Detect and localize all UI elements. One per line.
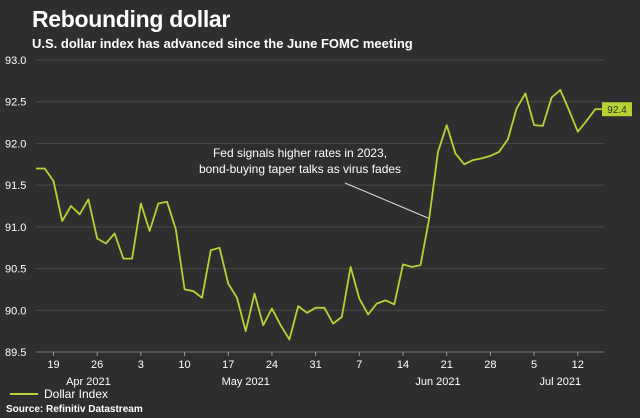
- x-tick-label: 10: [178, 359, 190, 371]
- end-value-box: [602, 102, 632, 117]
- y-tick-label: 92.0: [5, 138, 26, 150]
- y-tick-label: 90.0: [5, 305, 26, 317]
- y-tick-label: 93.0: [5, 55, 26, 67]
- x-tick-label: 3: [138, 359, 144, 371]
- x-tick-label: 21: [441, 359, 453, 371]
- chart-subtitle: U.S. dollar index has advanced since the…: [32, 36, 413, 51]
- annotation-leader-line: [344, 182, 430, 219]
- dollar-index-line: [36, 89, 604, 341]
- x-tick-label: 17: [222, 359, 234, 371]
- annotation-text: bond-buying taper talks as virus fades: [199, 162, 401, 176]
- x-tick-label: 7: [356, 359, 362, 371]
- y-tick-label: 92.5: [5, 97, 26, 109]
- legend: Dollar Index: [10, 387, 108, 401]
- annotation-group: Fed signals higher rates in 2023, bond-bu…: [199, 146, 430, 219]
- legend-label: Dollar Index: [44, 387, 108, 401]
- end-value-label: 92.4: [607, 105, 627, 116]
- month-label: May 2021: [222, 376, 270, 388]
- y-tick-label: 89.5: [5, 347, 26, 359]
- month-label: Apr 2021: [66, 376, 111, 388]
- y-axis-ticks: 89.5 90.0 90.5 91.0 91.5 92.0 92.5 93.0: [5, 55, 26, 359]
- month-labels: Apr 2021 May 2021 Jun 2021 Jul 2021: [66, 376, 581, 388]
- y-tick-label: 90.5: [5, 264, 26, 276]
- y-tick-label: 91.5: [5, 180, 26, 192]
- month-label: Jul 2021: [540, 376, 582, 388]
- x-tick-label: 26: [91, 359, 103, 371]
- month-label: Jun 2021: [415, 376, 460, 388]
- y-tick-label: 91.0: [5, 222, 26, 234]
- x-tick-label: 24: [266, 359, 278, 371]
- chart-title: Rebounding dollar: [32, 6, 231, 32]
- x-tick-label: 14: [397, 359, 409, 371]
- source-note: Source: Refinitiv Datastream: [6, 404, 143, 415]
- x-tick-label: 31: [310, 359, 322, 371]
- x-tick-label: 12: [572, 359, 584, 371]
- x-tick-label: 28: [484, 359, 496, 371]
- x-tick-label: 5: [531, 359, 537, 371]
- x-axis: 19 26 3 10 17 24 31 7 14 21 28 5 12: [36, 351, 604, 371]
- series-group: 92.4: [36, 89, 632, 341]
- x-tick-label: 19: [47, 359, 59, 371]
- annotation-text: Fed signals higher rates in 2023,: [213, 146, 387, 160]
